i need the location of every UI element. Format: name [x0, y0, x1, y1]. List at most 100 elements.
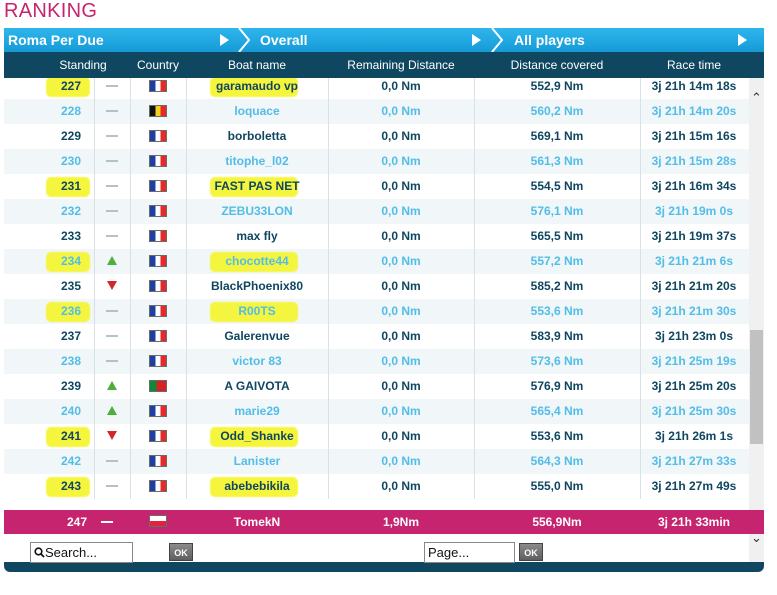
standing-text: 242 — [60, 454, 82, 468]
column-divider — [130, 78, 131, 99]
column-divider — [186, 174, 187, 199]
col-distance-covered[interactable]: Distance covered — [510, 58, 604, 72]
page-ok-button[interactable]: OK — [519, 543, 543, 561]
col-country[interactable]: Country — [136, 58, 180, 72]
standing-text: 228 — [60, 104, 82, 118]
race-time-text: 3j 21h 15m 28s — [651, 154, 737, 168]
table-row[interactable]: 232 ZEBU33LON 0,0 Nm 576,1 Nm 3j 21h 19m 0s — [4, 199, 749, 224]
highlight-mark — [46, 78, 90, 97]
table-row[interactable]: 236 R00TS 0,0 Nm 553,6 Nm 3j 21h 21m 30s — [4, 299, 749, 324]
column-divider — [328, 274, 329, 299]
standing-text: 235 — [60, 279, 82, 293]
column-divider — [186, 374, 187, 399]
table-row[interactable]: 239 A GAIVOTA 0,0 Nm 576,9 Nm 3j 21h 25m 20s — [4, 374, 749, 399]
col-remaining-distance[interactable]: Remaining Distance — [347, 58, 455, 72]
filter-players[interactable]: All players — [510, 28, 764, 52]
remaining-distance: 0,0 Nm — [328, 174, 474, 199]
distance-covered-text: 564,3 Nm — [530, 454, 584, 468]
boat-name-text: FAST PAS NET — [214, 179, 300, 193]
chevron-up-icon[interactable]: ⌃ — [751, 90, 762, 105]
search-ok-button[interactable]: OK — [169, 543, 193, 561]
filter-race[interactable]: Roma Per Due — [4, 28, 238, 52]
race-time: 3j 21h 26m 1s — [640, 424, 748, 449]
table-row[interactable]: 237 Galerenvue 0,0 Nm 583,9 Nm 3j 21h 23m 0s — [4, 324, 749, 349]
column-divider — [474, 78, 475, 99]
table-row[interactable]: 228 loquace 0,0 Nm 560,2 Nm 3j 21h 14m 20s — [4, 99, 749, 124]
column-divider — [94, 474, 95, 499]
race-time-text: 3j 21h 21m 6s — [654, 254, 734, 268]
table-row[interactable]: 240 marie29 0,0 Nm 565,4 Nm 3j 21h 25m 30s — [4, 399, 749, 424]
table-row[interactable]: 243 abebebikila 0,0 Nm 555,0 Nm 3j 21h 27m 4… — [4, 474, 749, 499]
standing: 230 — [48, 149, 94, 174]
column-divider — [328, 249, 329, 274]
boat-name: Lanister — [186, 449, 328, 474]
column-divider — [640, 274, 641, 299]
column-divider — [186, 474, 187, 499]
table-row[interactable]: 242 Lanister 0,0 Nm 564,3 Nm 3j 21h 27m 33s — [4, 449, 749, 474]
flag-fr-icon — [130, 474, 186, 499]
standing-text: 229 — [60, 129, 82, 143]
remaining-distance-text: 0,0 Nm — [381, 429, 421, 443]
flag-fr-icon — [130, 124, 186, 149]
column-divider — [186, 349, 187, 374]
column-divider — [94, 399, 95, 424]
table-row[interactable]: 234 chocotte44 0,0 Nm 557,2 Nm 3j 21h 21m 6s — [4, 249, 749, 274]
boat-name: FAST PAS NET — [186, 174, 328, 199]
column-divider — [186, 399, 187, 424]
boat-name-text: loquace — [234, 104, 280, 118]
previous-page-icon[interactable] — [692, 545, 700, 557]
flag-fr-icon — [130, 249, 186, 274]
race-time: 3j 21h 25m 30s — [640, 399, 748, 424]
chevron-down-icon[interactable]: ⌄ — [751, 530, 762, 545]
boat-name: chocotte44 — [186, 249, 328, 274]
column-divider — [186, 78, 187, 99]
table-row[interactable]: 231 FAST PAS NET 0,0 Nm 554,5 Nm 3j 21h 16m … — [4, 174, 749, 199]
filter-ranking-type[interactable]: Overall — [256, 28, 490, 52]
race-time: 3j 21h 14m 18s — [640, 78, 748, 99]
column-divider — [94, 249, 95, 274]
column-divider — [94, 124, 95, 149]
distance-covered: 576,9 Nm — [474, 374, 640, 399]
remaining-distance: 0,0 Nm — [328, 449, 474, 474]
my-ranking-row[interactable]: 247 TomekN 1,9Nm 556,9Nm 3j 21h 33min — [4, 510, 764, 534]
column-divider — [94, 374, 95, 399]
trend-same-icon — [94, 349, 130, 374]
col-standing[interactable]: Standing — [59, 58, 107, 72]
col-race-time[interactable]: Race time — [666, 58, 722, 72]
search-input[interactable]: Search... — [30, 542, 133, 563]
page-title: RANKING — [4, 0, 98, 22]
ranking-panel: Standing Country Boat name Remaining Dis… — [4, 52, 764, 572]
table-row[interactable]: 229 borboletta 0,0 Nm 569,1 Nm 3j 21h 15m 16… — [4, 124, 749, 149]
next-page-icon[interactable] — [709, 545, 717, 557]
table-row[interactable]: 230 titophe_l02 0,0 Nm 561,3 Nm 3j 21h 15m 2… — [4, 149, 749, 174]
boat-name-text: Odd_Shanke — [220, 429, 294, 443]
distance-covered: 583,9 Nm — [474, 324, 640, 349]
standing: 234 — [48, 249, 94, 274]
flag-be-icon — [130, 99, 186, 124]
boat-name: titophe_l02 — [186, 149, 328, 174]
column-divider — [474, 324, 475, 349]
table-row[interactable]: 241 Odd_Shanke 0,0 Nm 553,6 Nm 3j 21h 26m 1s — [4, 424, 749, 449]
column-divider — [640, 299, 641, 324]
standing-text: 232 — [60, 204, 82, 218]
table-row[interactable]: 233 max fly 0,0 Nm 565,5 Nm 3j 21h 19m 37s — [4, 224, 749, 249]
boat-name: abebebikila — [186, 474, 328, 499]
column-divider — [640, 224, 641, 249]
table-row[interactable]: 227 garamaudo vp 0,0 Nm 552,9 Nm 3j 21h 14m … — [4, 78, 749, 99]
column-divider — [186, 224, 187, 249]
remaining-distance-text: 0,0 Nm — [381, 179, 421, 193]
table-row[interactable]: 235 BlackPhoenix80 0,0 Nm 585,2 Nm 3j 21h 21… — [4, 274, 749, 299]
chevron-right-icon — [491, 28, 503, 52]
scroll-thumb[interactable] — [750, 330, 763, 444]
column-divider — [328, 349, 329, 374]
race-time-text: 3j 21h 25m 20s — [651, 379, 737, 393]
remaining-distance-text: 0,0 Nm — [381, 354, 421, 368]
column-divider — [130, 199, 131, 224]
scrollbar[interactable]: ⌃ ⌄ — [749, 78, 764, 562]
column-divider — [640, 374, 641, 399]
highlight-mark — [210, 302, 298, 322]
table-row[interactable]: 238 victor 83 0,0 Nm 573,6 Nm 3j 21h 25m 19s — [4, 349, 749, 374]
page-input[interactable]: Page... — [424, 542, 515, 563]
col-boat-name[interactable]: Boat name — [227, 58, 287, 72]
column-divider — [94, 299, 95, 324]
